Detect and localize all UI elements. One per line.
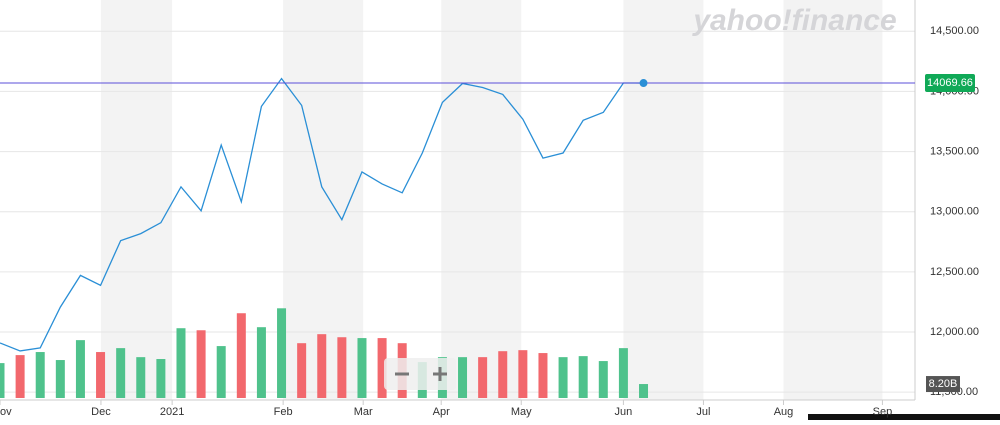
current-dot <box>639 79 648 88</box>
price-tag-label: 14069.66 <box>927 77 973 89</box>
price-line <box>0 77 644 352</box>
x-tick-label: Mar <box>354 406 373 418</box>
month-band <box>783 0 883 400</box>
month-band <box>100 0 173 400</box>
x-tick-label: Jun <box>615 406 633 418</box>
volume-bar <box>216 346 226 398</box>
x-tick-label: Dec <box>91 406 111 418</box>
volume-bar <box>256 327 266 398</box>
volume-bar <box>377 338 387 398</box>
volume-bar <box>317 334 327 398</box>
volume-bar <box>639 384 649 398</box>
x-tick-label: 2021 <box>160 406 184 418</box>
volume-bar <box>15 355 25 398</box>
volume-bar <box>196 330 206 398</box>
x-tick-label: May <box>511 406 532 418</box>
zoom-panel <box>384 358 456 390</box>
volume-bar <box>236 313 246 398</box>
volume-bar <box>96 352 106 398</box>
volume-bar <box>116 348 126 398</box>
volume-label: 8.20B <box>929 378 958 390</box>
brand-logo: yahoo!finance <box>691 4 896 37</box>
volume-bar <box>277 308 287 398</box>
volume-bar <box>136 357 146 398</box>
volume-bar <box>176 328 186 398</box>
volume-bar <box>156 359 166 398</box>
x-tick-label: Apr <box>433 406 450 418</box>
y-tick-label: 12,000.00 <box>930 326 979 338</box>
y-tick-label: 14,500.00 <box>930 25 979 37</box>
x-tick-label: Jul <box>696 406 710 418</box>
month-band <box>623 0 704 400</box>
volume-bar <box>0 363 5 398</box>
volume-bar <box>598 361 608 398</box>
price-tag <box>925 74 975 93</box>
x-tick-label: Aug <box>774 406 794 418</box>
x-tick-label: Sep <box>873 406 893 418</box>
bottom-bar <box>808 414 1000 420</box>
volume-bar <box>55 360 65 398</box>
zoom-controls[interactable] <box>384 358 456 390</box>
x-tick-label: ov <box>0 406 12 418</box>
volume-bar <box>498 351 508 398</box>
volume-bar <box>75 340 85 398</box>
volume-bar <box>297 343 307 398</box>
volume-bar <box>35 352 45 398</box>
volume-bar <box>538 353 548 398</box>
volume-bar <box>458 357 468 398</box>
month-band <box>441 0 522 400</box>
y-tick-label: 13,500.00 <box>930 145 979 157</box>
volume-bar <box>558 357 568 398</box>
volume-bar <box>337 337 347 398</box>
volume-bar <box>618 348 628 398</box>
volume-tag <box>926 376 960 393</box>
volume-bar <box>578 356 588 398</box>
y-tick-label: 13,000.00 <box>930 206 979 218</box>
volume-bar <box>357 338 367 398</box>
y-tick-label: 12,500.00 <box>930 266 979 278</box>
volume-bar <box>518 350 528 398</box>
volume-bar <box>478 357 488 398</box>
x-tick-label: Feb <box>274 406 293 418</box>
